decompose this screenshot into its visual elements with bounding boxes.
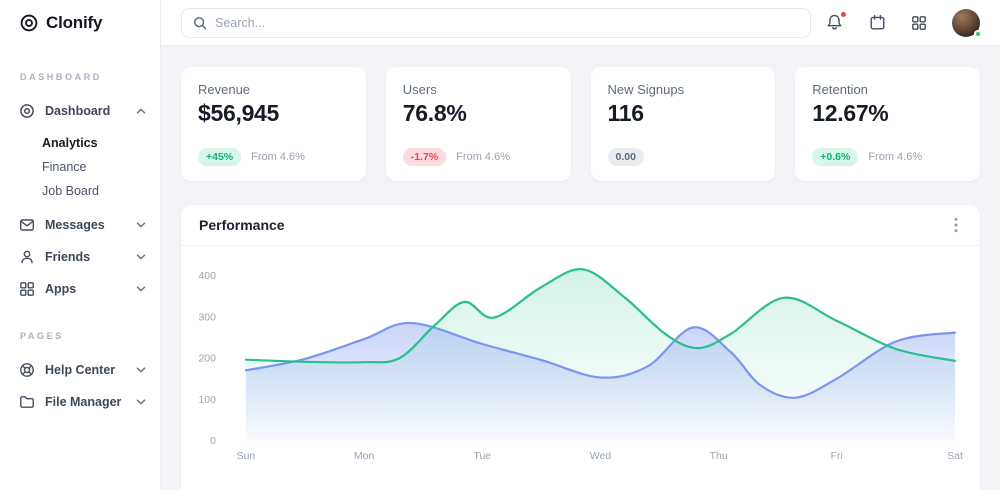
search-box	[181, 7, 811, 38]
x-axis-tick: Fri	[831, 451, 843, 462]
trend-badge: 0.00	[607, 147, 644, 166]
calendar-icon	[869, 14, 886, 31]
performance-chart-area: 0 100 200 300 400 Sun Mon Tue Wed Thu Fri Sat	[181, 246, 980, 490]
blue-series-area	[245, 322, 956, 441]
stats-row: Revenue $56,945 +45% From 4.6% Users 76.…	[181, 67, 980, 181]
sidebar-subitem-analytics[interactable]: Analytics	[42, 136, 98, 150]
sidebar-subitem-finance[interactable]: Finance	[42, 160, 87, 174]
chart-options-button[interactable]	[950, 213, 962, 237]
x-axis-tick: Mon	[354, 451, 375, 462]
y-axis-tick: 200	[198, 354, 216, 365]
x-axis-tick: Wed	[590, 451, 612, 462]
grid-icon	[19, 281, 35, 297]
stat-label: Revenue	[198, 82, 251, 97]
sidebar-item-label: File Manager	[45, 395, 122, 409]
online-status-dot	[974, 29, 982, 38]
stat-note: From 4.6%	[251, 150, 305, 163]
blue-series-line	[244, 321, 957, 399]
sidebar: Clonify DASHBOARD Dashboard Analytics Fi…	[0, 0, 161, 490]
apps-grid-icon	[911, 15, 927, 31]
chevron-up-icon	[136, 106, 146, 116]
dashboard-icon	[19, 103, 35, 119]
stat-card-new-signups: New Signups 116 0.00	[590, 67, 776, 181]
trend-badge: +45%	[198, 147, 242, 166]
stat-card-retention: Retention 12.67% +0.6% From 4.6%	[795, 67, 980, 181]
lifebuoy-icon	[19, 362, 35, 378]
calendar-button[interactable]	[869, 14, 886, 31]
stat-card-revenue: Revenue $56,945 +45% From 4.6%	[181, 67, 366, 181]
stat-value: $56,945	[198, 100, 280, 126]
kebab-icon	[954, 217, 958, 233]
sidebar-item-friends[interactable]: Friends	[0, 241, 160, 273]
stat-value: 12.67%	[812, 100, 889, 126]
sidebar-item-label: Dashboard	[45, 104, 111, 118]
search-input[interactable]	[215, 15, 799, 30]
main-content: Revenue $56,945 +45% From 4.6% Users 76.…	[161, 46, 1000, 490]
sidebar-item-apps[interactable]: Apps	[0, 273, 160, 305]
performance-card: Performance 0 100 200 300 400 Sun Mon Tue Wed Thu…	[181, 205, 980, 490]
x-axis-tick: Tue	[473, 451, 491, 462]
clonify-logo-icon	[19, 13, 39, 33]
y-axis-tick: 400	[198, 271, 216, 282]
sidebar-item-label: Apps	[45, 282, 77, 296]
dashboard-submenu: Analytics Finance Job Board	[0, 127, 160, 209]
notification-dot	[840, 11, 847, 18]
sidebar-item-label: Friends	[45, 250, 91, 264]
sidebar-section-dashboard: DASHBOARD	[20, 72, 102, 82]
sidebar-item-dashboard[interactable]: Dashboard	[0, 95, 160, 127]
stat-label: New Signups	[607, 82, 685, 97]
bell-icon	[825, 13, 844, 32]
sidebar-section-pages: PAGES	[20, 331, 64, 341]
stat-value: 116	[607, 100, 645, 126]
stat-note: From 4.6%	[456, 150, 510, 163]
sidebar-item-label: Messages	[45, 218, 105, 232]
chevron-down-icon	[136, 397, 146, 407]
sidebar-subitem-job-board[interactable]: Job Board	[42, 184, 99, 198]
trend-badge: +0.6%	[812, 147, 859, 166]
x-axis-tick: Thu	[710, 451, 728, 462]
user-icon	[19, 249, 35, 265]
sidebar-item-label: Help Center	[45, 363, 116, 377]
stat-value: 76.8%	[402, 100, 467, 126]
chevron-down-icon	[136, 284, 146, 294]
performance-chart: 0 100 200 300 400 Sun Mon Tue Wed Thu Fri Sat	[198, 268, 963, 462]
brand-name: Clonify	[46, 12, 103, 32]
x-axis-tick: Sat	[947, 451, 963, 462]
notifications-button[interactable]	[825, 11, 847, 32]
topbar	[161, 0, 1000, 46]
mail-icon	[19, 217, 35, 233]
chevron-down-icon	[136, 252, 146, 262]
green-series-line	[244, 268, 957, 364]
sidebar-item-file-manager[interactable]: File Manager	[0, 386, 160, 418]
x-axis-tick: Sun	[237, 451, 256, 462]
folder-icon	[19, 394, 35, 410]
chevron-down-icon	[136, 365, 146, 375]
search-icon	[193, 16, 207, 30]
chevron-down-icon	[136, 220, 146, 230]
y-axis-tick: 100	[198, 395, 216, 406]
sidebar-item-messages[interactable]: Messages	[0, 209, 160, 241]
performance-card-header: Performance	[181, 205, 980, 246]
sidebar-item-help-center[interactable]: Help Center	[0, 354, 160, 386]
topbar-actions	[825, 8, 982, 38]
chart-title: Performance	[199, 217, 285, 233]
brand-logo[interactable]: Clonify	[0, 0, 160, 45]
y-axis-tick: 0	[210, 436, 216, 447]
stat-card-users: Users 76.8% -1.7% From 4.6%	[385, 67, 571, 181]
stat-label: Retention	[812, 82, 868, 97]
stat-note: From 4.6%	[868, 150, 923, 163]
user-avatar[interactable]	[952, 8, 982, 38]
apps-grid-button[interactable]	[911, 15, 927, 31]
y-axis-tick: 300	[198, 312, 216, 323]
trend-badge: -1.7%	[402, 147, 447, 166]
stat-label: Users	[402, 82, 437, 97]
